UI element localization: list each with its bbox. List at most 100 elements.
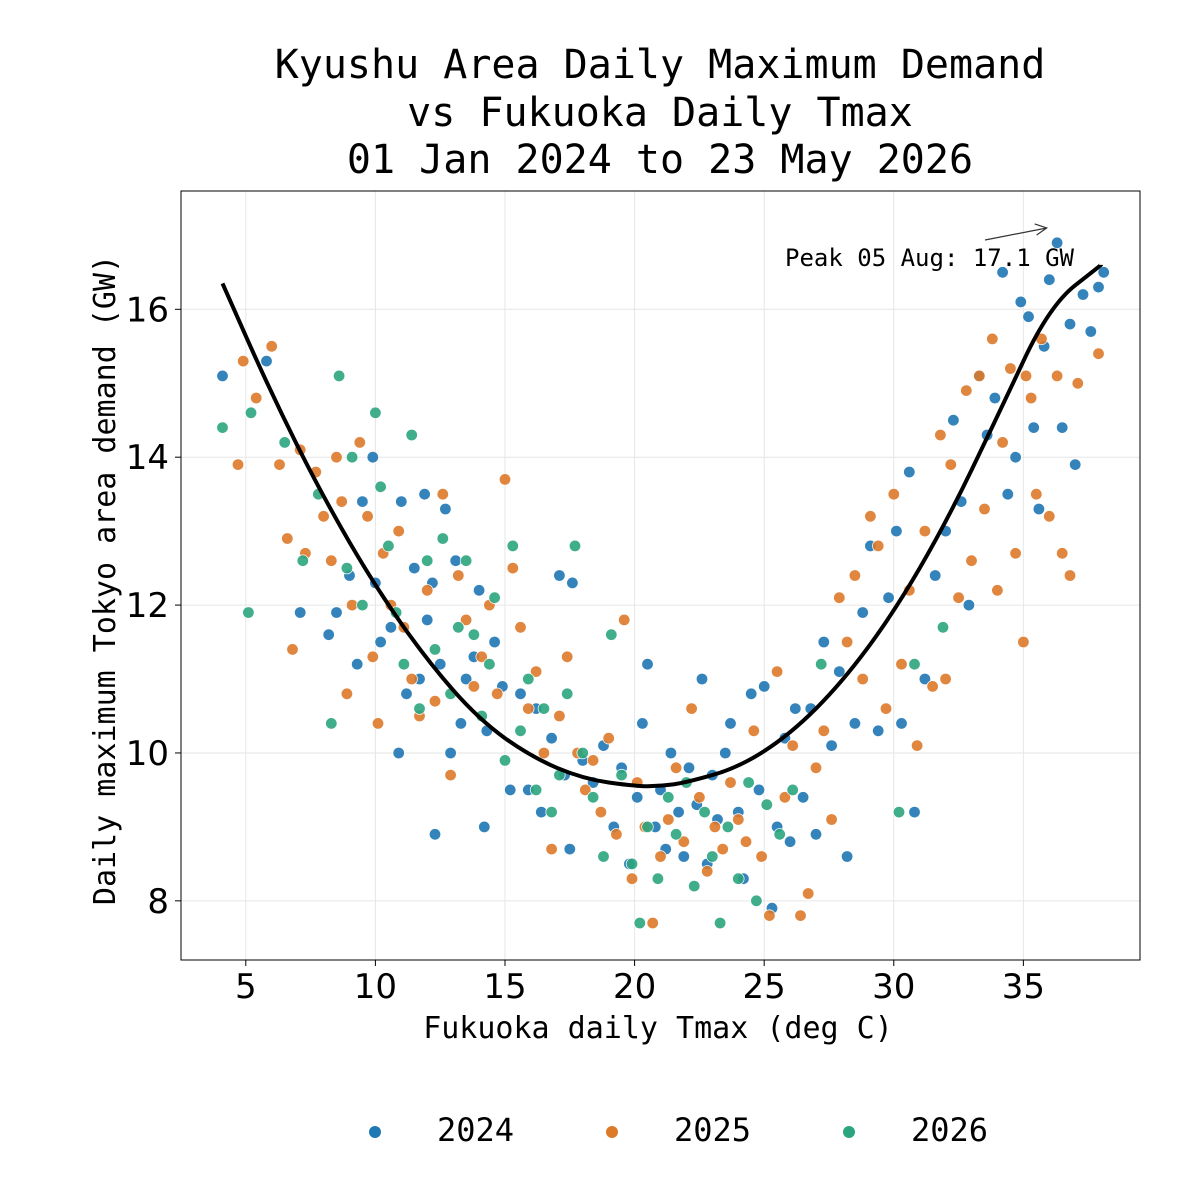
data-point xyxy=(459,613,473,627)
data-point xyxy=(988,391,1002,405)
data-point xyxy=(716,842,729,856)
data-point xyxy=(786,739,799,752)
data-point xyxy=(654,850,667,863)
data-point xyxy=(483,658,496,671)
data-point xyxy=(413,702,426,715)
data-point xyxy=(747,724,761,738)
data-point xyxy=(506,539,520,553)
data-point xyxy=(856,606,869,619)
data-point xyxy=(1092,347,1105,360)
data-point xyxy=(392,746,405,760)
data-point xyxy=(1022,310,1035,323)
data-point xyxy=(677,835,691,848)
series-2025 xyxy=(231,332,1105,930)
data-point xyxy=(467,680,481,693)
scatter-points xyxy=(216,236,1110,930)
data-point xyxy=(662,813,675,826)
fit-curve xyxy=(220,262,1104,789)
data-point xyxy=(330,451,343,464)
data-point xyxy=(244,406,258,420)
y-axis-label: Daily maximum Tokyo area demand (GW) xyxy=(88,255,123,905)
data-point xyxy=(236,354,250,368)
data-point xyxy=(978,502,991,516)
legend-item-2025: 2025 xyxy=(606,1111,751,1149)
data-point xyxy=(1071,377,1085,390)
legend-item-2026: 2026 xyxy=(843,1111,988,1149)
data-point xyxy=(568,539,582,553)
data-point xyxy=(856,672,869,686)
data-point xyxy=(903,465,916,479)
data-point xyxy=(662,791,675,804)
data-point xyxy=(294,606,307,619)
data-point xyxy=(400,687,413,701)
data-point xyxy=(605,628,618,641)
data-point xyxy=(724,717,737,730)
data-point xyxy=(371,717,385,730)
legend-marker xyxy=(843,1126,855,1138)
data-point xyxy=(1009,547,1022,560)
data-point xyxy=(563,842,577,856)
data-point xyxy=(952,591,965,604)
x-tick-label: 5 xyxy=(235,967,257,1007)
data-point xyxy=(1032,502,1046,516)
data-point xyxy=(745,687,758,701)
peak-annotation: Peak 05 Aug: 17.1 GW xyxy=(785,223,1075,272)
data-point xyxy=(625,857,639,871)
legend-marker xyxy=(606,1126,618,1138)
data-point xyxy=(918,524,932,538)
data-point xyxy=(545,805,558,819)
data-point xyxy=(395,495,408,508)
data-point xyxy=(1001,488,1015,501)
legend-label: 2025 xyxy=(674,1111,751,1149)
data-point xyxy=(529,665,543,678)
data-point xyxy=(732,813,745,826)
data-point xyxy=(421,613,434,627)
data-point xyxy=(618,613,631,627)
data-point xyxy=(864,510,877,523)
data-point xyxy=(879,702,893,715)
data-point xyxy=(706,850,719,863)
data-point xyxy=(475,650,488,664)
data-point xyxy=(405,428,418,442)
data-point xyxy=(340,687,354,701)
data-point xyxy=(491,687,504,701)
data-point xyxy=(882,591,895,604)
chart-title-line-2: vs Fukuoka Daily Tmax xyxy=(407,90,913,136)
data-point xyxy=(1043,510,1056,523)
data-point xyxy=(1019,369,1033,383)
data-point xyxy=(825,739,838,752)
peak-annotation-text: Peak 05 Aug: 17.1 GW xyxy=(785,244,1075,272)
data-point xyxy=(597,850,610,863)
data-point xyxy=(939,672,952,686)
data-point xyxy=(351,658,364,671)
data-point xyxy=(594,805,608,819)
data-point xyxy=(522,702,535,715)
peak-annotation-arrowhead xyxy=(1034,223,1049,236)
x-axis: 5 10 15 20 25 30 35 xyxy=(235,960,1045,1007)
data-point xyxy=(947,414,960,427)
data-point xyxy=(895,717,908,730)
data-point xyxy=(833,665,846,678)
data-point xyxy=(996,266,1009,279)
data-point xyxy=(996,436,1009,449)
legend-marker xyxy=(369,1126,381,1138)
data-point xyxy=(428,643,442,656)
data-point xyxy=(566,576,579,590)
data-point xyxy=(664,746,678,760)
data-point xyxy=(610,828,623,841)
data-point xyxy=(397,658,411,671)
data-point xyxy=(286,643,299,656)
data-point xyxy=(1027,421,1040,434)
data-point xyxy=(260,354,273,368)
y-tick-label: 12 xyxy=(126,586,169,626)
data-point xyxy=(444,768,457,782)
data-point xyxy=(514,687,527,701)
data-point xyxy=(991,584,1004,597)
data-point xyxy=(840,850,854,863)
data-point xyxy=(561,687,574,701)
data-point xyxy=(895,658,908,671)
data-point xyxy=(330,606,343,619)
data-point xyxy=(760,798,774,811)
data-point xyxy=(688,879,701,893)
data-point xyxy=(908,805,921,819)
